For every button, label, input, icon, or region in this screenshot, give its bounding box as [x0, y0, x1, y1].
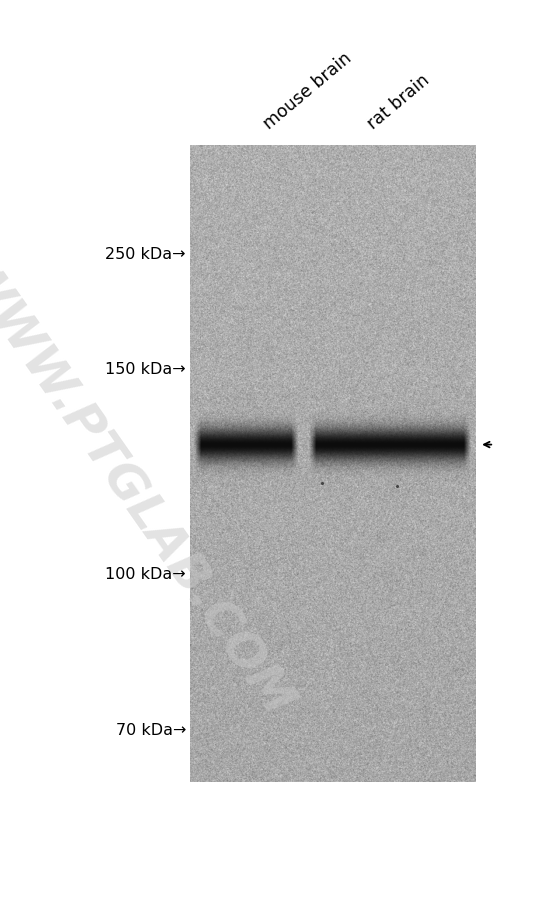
Text: 150 kDa→: 150 kDa→ [106, 361, 186, 376]
Text: mouse brain: mouse brain [260, 49, 355, 133]
Text: 70 kDa→: 70 kDa→ [116, 723, 186, 737]
Text: rat brain: rat brain [364, 70, 433, 133]
Text: 100 kDa→: 100 kDa→ [106, 566, 186, 581]
Text: 250 kDa→: 250 kDa→ [106, 246, 186, 262]
Text: WWW.PTGLAB.COM: WWW.PTGLAB.COM [0, 252, 301, 729]
